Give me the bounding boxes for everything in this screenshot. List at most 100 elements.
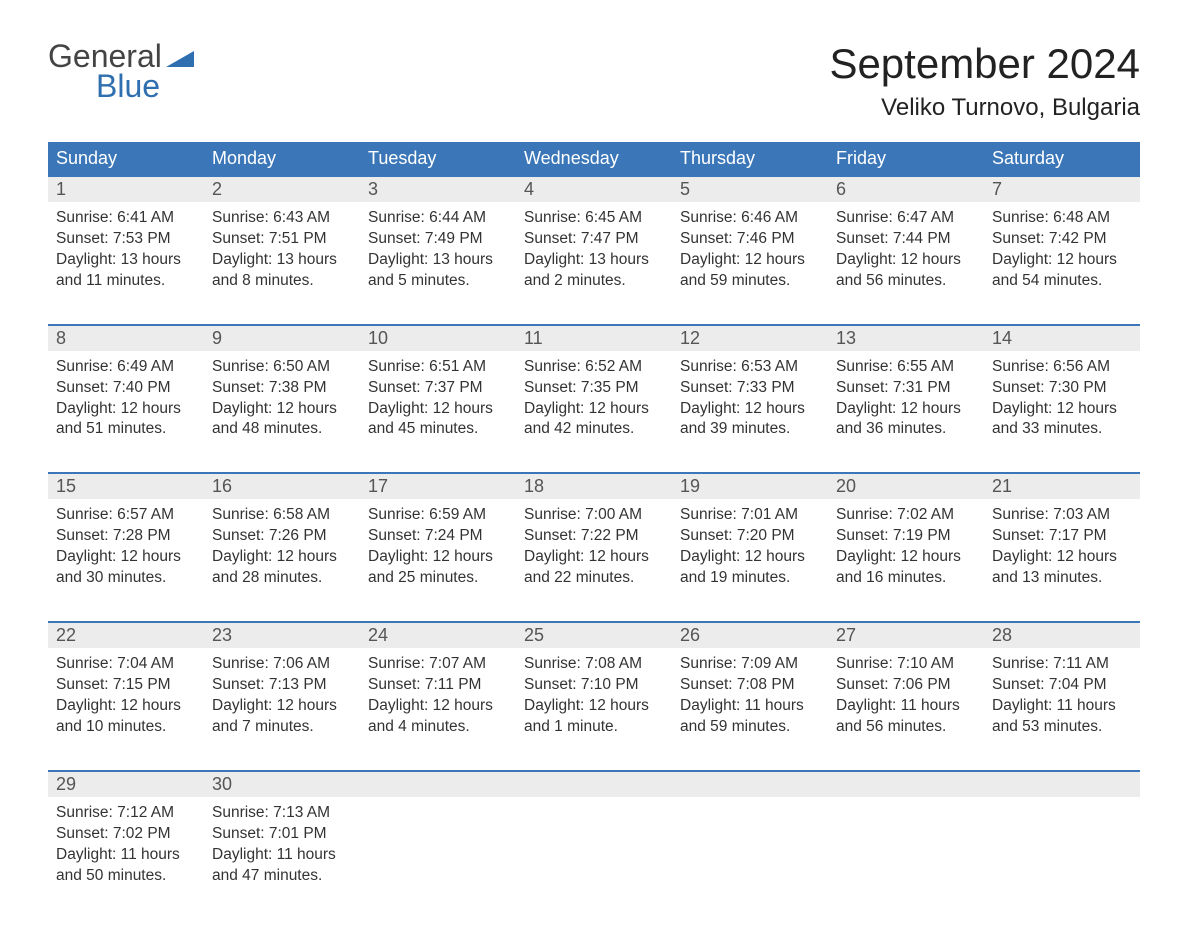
day-body (516, 797, 672, 807)
daylight-line: Daylight: 11 hours and 50 minutes. (56, 845, 196, 887)
day-number: 8 (48, 326, 204, 351)
sunrise-line: Sunrise: 6:55 AM (836, 357, 976, 378)
day-body: Sunrise: 6:43 AMSunset: 7:51 PMDaylight:… (204, 202, 360, 296)
day-number: 10 (360, 326, 516, 351)
day-cell: 2Sunrise: 6:43 AMSunset: 7:51 PMDaylight… (204, 177, 360, 296)
day-cell: 30Sunrise: 7:13 AMSunset: 7:01 PMDayligh… (204, 772, 360, 891)
day-number: 20 (828, 474, 984, 499)
day-body: Sunrise: 6:45 AMSunset: 7:47 PMDaylight:… (516, 202, 672, 296)
sunset-line: Sunset: 7:33 PM (680, 378, 820, 399)
day-cell: 17Sunrise: 6:59 AMSunset: 7:24 PMDayligh… (360, 474, 516, 593)
day-body (828, 797, 984, 807)
location-subtitle: Veliko Turnovo, Bulgaria (829, 94, 1140, 122)
day-body: Sunrise: 7:06 AMSunset: 7:13 PMDaylight:… (204, 648, 360, 742)
sunrise-line: Sunrise: 6:48 AM (992, 208, 1132, 229)
day-number: 14 (984, 326, 1140, 351)
sunset-line: Sunset: 7:11 PM (368, 675, 508, 696)
title-block: September 2024 Veliko Turnovo, Bulgaria (829, 40, 1140, 122)
day-body: Sunrise: 6:46 AMSunset: 7:46 PMDaylight:… (672, 202, 828, 296)
sunset-line: Sunset: 7:13 PM (212, 675, 352, 696)
day-cell: 16Sunrise: 6:58 AMSunset: 7:26 PMDayligh… (204, 474, 360, 593)
day-number: 22 (48, 623, 204, 648)
day-cell: 28Sunrise: 7:11 AMSunset: 7:04 PMDayligh… (984, 623, 1140, 742)
sunset-line: Sunset: 7:28 PM (56, 526, 196, 547)
daylight-line: Daylight: 12 hours and 36 minutes. (836, 399, 976, 441)
daylight-line: Daylight: 13 hours and 11 minutes. (56, 250, 196, 292)
day-cell: 1Sunrise: 6:41 AMSunset: 7:53 PMDaylight… (48, 177, 204, 296)
day-cell: 4Sunrise: 6:45 AMSunset: 7:47 PMDaylight… (516, 177, 672, 296)
day-number: 23 (204, 623, 360, 648)
daylight-line: Daylight: 12 hours and 13 minutes. (992, 547, 1132, 589)
day-number: 26 (672, 623, 828, 648)
week-row: 22Sunrise: 7:04 AMSunset: 7:15 PMDayligh… (48, 621, 1140, 742)
day-number: 25 (516, 623, 672, 648)
day-number: 29 (48, 772, 204, 797)
day-cell: 22Sunrise: 7:04 AMSunset: 7:15 PMDayligh… (48, 623, 204, 742)
sunrise-line: Sunrise: 6:43 AM (212, 208, 352, 229)
day-body: Sunrise: 6:55 AMSunset: 7:31 PMDaylight:… (828, 351, 984, 445)
sunrise-line: Sunrise: 6:49 AM (56, 357, 196, 378)
daylight-line: Daylight: 12 hours and 51 minutes. (56, 399, 196, 441)
sunset-line: Sunset: 7:53 PM (56, 229, 196, 250)
day-body: Sunrise: 7:04 AMSunset: 7:15 PMDaylight:… (48, 648, 204, 742)
day-body: Sunrise: 7:01 AMSunset: 7:20 PMDaylight:… (672, 499, 828, 593)
day-cell: 5Sunrise: 6:46 AMSunset: 7:46 PMDaylight… (672, 177, 828, 296)
sunset-line: Sunset: 7:15 PM (56, 675, 196, 696)
daylight-line: Daylight: 12 hours and 33 minutes. (992, 399, 1132, 441)
day-cell: 26Sunrise: 7:09 AMSunset: 7:08 PMDayligh… (672, 623, 828, 742)
logo-triangle-icon (166, 40, 194, 72)
sunrise-line: Sunrise: 7:02 AM (836, 505, 976, 526)
day-cell: 19Sunrise: 7:01 AMSunset: 7:20 PMDayligh… (672, 474, 828, 593)
sunrise-line: Sunrise: 7:10 AM (836, 654, 976, 675)
logo: General Blue (48, 40, 194, 102)
day-body: Sunrise: 7:02 AMSunset: 7:19 PMDaylight:… (828, 499, 984, 593)
day-number: 13 (828, 326, 984, 351)
sunrise-line: Sunrise: 7:08 AM (524, 654, 664, 675)
day-cell: 10Sunrise: 6:51 AMSunset: 7:37 PMDayligh… (360, 326, 516, 445)
day-body: Sunrise: 7:11 AMSunset: 7:04 PMDaylight:… (984, 648, 1140, 742)
daylight-line: Daylight: 12 hours and 42 minutes. (524, 399, 664, 441)
sunset-line: Sunset: 7:47 PM (524, 229, 664, 250)
sunset-line: Sunset: 7:26 PM (212, 526, 352, 547)
sunset-line: Sunset: 7:01 PM (212, 824, 352, 845)
day-number: 3 (360, 177, 516, 202)
daylight-line: Daylight: 13 hours and 2 minutes. (524, 250, 664, 292)
day-cell: 25Sunrise: 7:08 AMSunset: 7:10 PMDayligh… (516, 623, 672, 742)
daylight-line: Daylight: 12 hours and 1 minute. (524, 696, 664, 738)
day-body: Sunrise: 7:07 AMSunset: 7:11 PMDaylight:… (360, 648, 516, 742)
sunset-line: Sunset: 7:06 PM (836, 675, 976, 696)
sunset-line: Sunset: 7:31 PM (836, 378, 976, 399)
daylight-line: Daylight: 12 hours and 59 minutes. (680, 250, 820, 292)
day-number: 21 (984, 474, 1140, 499)
day-number (672, 772, 828, 797)
sunrise-line: Sunrise: 7:06 AM (212, 654, 352, 675)
day-body: Sunrise: 6:48 AMSunset: 7:42 PMDaylight:… (984, 202, 1140, 296)
day-body: Sunrise: 6:47 AMSunset: 7:44 PMDaylight:… (828, 202, 984, 296)
day-body (984, 797, 1140, 807)
day-cell (360, 772, 516, 891)
day-number (984, 772, 1140, 797)
day-number: 1 (48, 177, 204, 202)
day-body (672, 797, 828, 807)
daylight-line: Daylight: 12 hours and 4 minutes. (368, 696, 508, 738)
page-title: September 2024 (829, 40, 1140, 88)
weeks-container: 1Sunrise: 6:41 AMSunset: 7:53 PMDaylight… (48, 175, 1140, 890)
day-number (516, 772, 672, 797)
day-body: Sunrise: 6:49 AMSunset: 7:40 PMDaylight:… (48, 351, 204, 445)
daylight-line: Daylight: 12 hours and 39 minutes. (680, 399, 820, 441)
day-number: 24 (360, 623, 516, 648)
day-number: 15 (48, 474, 204, 499)
sunrise-line: Sunrise: 7:04 AM (56, 654, 196, 675)
day-cell (828, 772, 984, 891)
sunset-line: Sunset: 7:42 PM (992, 229, 1132, 250)
daylight-line: Daylight: 13 hours and 8 minutes. (212, 250, 352, 292)
weekday-header: Sunday (48, 142, 204, 175)
week-row: 29Sunrise: 7:12 AMSunset: 7:02 PMDayligh… (48, 770, 1140, 891)
day-number (828, 772, 984, 797)
day-body: Sunrise: 6:58 AMSunset: 7:26 PMDaylight:… (204, 499, 360, 593)
weekday-header-row: Sunday Monday Tuesday Wednesday Thursday… (48, 142, 1140, 175)
day-cell: 21Sunrise: 7:03 AMSunset: 7:17 PMDayligh… (984, 474, 1140, 593)
day-cell: 29Sunrise: 7:12 AMSunset: 7:02 PMDayligh… (48, 772, 204, 891)
daylight-line: Daylight: 12 hours and 10 minutes. (56, 696, 196, 738)
sunrise-line: Sunrise: 7:13 AM (212, 803, 352, 824)
